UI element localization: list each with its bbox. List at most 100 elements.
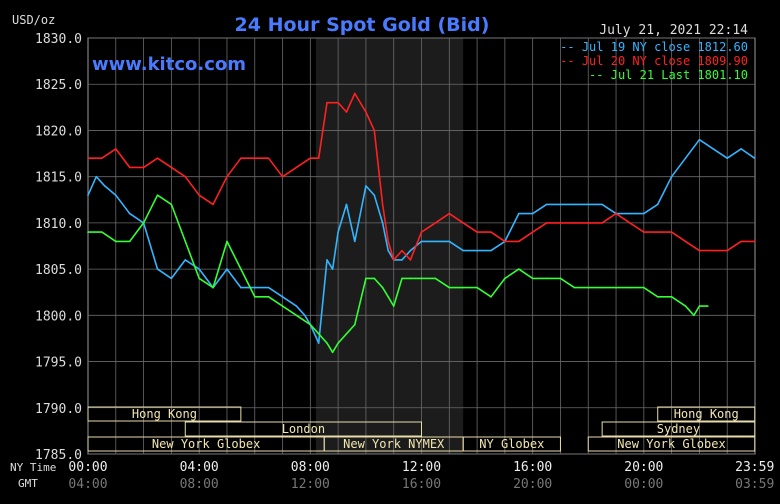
- data-point-1: [490, 249, 492, 252]
- data-point-3: [212, 286, 214, 289]
- y-tick-label: 1810.0: [35, 217, 82, 232]
- data-point-3: [114, 240, 117, 243]
- data-point-3: [331, 351, 334, 354]
- data-point-1: [476, 249, 478, 252]
- data-point-3: [337, 342, 339, 344]
- data-point-3: [101, 231, 103, 233]
- data-point-3: [142, 222, 145, 224]
- data-point-1: [317, 342, 320, 344]
- data-point-1: [409, 249, 412, 252]
- data-point-3: [373, 277, 376, 280]
- data-point-1: [184, 259, 187, 261]
- data-point-3: [573, 286, 576, 289]
- data-point-2: [601, 222, 603, 224]
- session-label: New York Globex: [152, 437, 260, 451]
- session-label: NY Globex: [479, 437, 544, 451]
- data-point-2: [615, 212, 617, 215]
- data-point-2: [559, 222, 562, 224]
- y-tick-label: 1825.0: [35, 78, 82, 93]
- data-point-3: [198, 277, 200, 280]
- data-point-1: [587, 203, 590, 206]
- x-tick-label-ny: 23:59: [735, 460, 774, 475]
- data-point-1: [726, 157, 729, 159]
- data-point-2: [504, 240, 506, 243]
- y-tick-label: 1830.0: [35, 32, 82, 47]
- data-point-1: [420, 240, 423, 243]
- data-point-2: [170, 166, 173, 169]
- data-point-2: [684, 240, 687, 243]
- x-tick-label-gmt: 12:00: [291, 477, 330, 492]
- data-point-3: [656, 296, 659, 298]
- data-point-2: [226, 175, 228, 178]
- data-point-3: [559, 277, 562, 280]
- data-point-2: [670, 231, 673, 233]
- data-point-3: [253, 296, 256, 298]
- data-point-1: [95, 175, 98, 178]
- session-label: Sydney: [657, 422, 700, 436]
- price-series: [87, 92, 756, 354]
- data-point-3: [128, 240, 131, 243]
- y-axis: 1830.0 1825.0 1820.0 1815.0 1810.0 1805.0 1800…: [35, 32, 82, 463]
- data-point-1: [684, 157, 687, 159]
- session-box: [462, 436, 561, 452]
- y-axis-unit: USD/oz: [12, 13, 55, 27]
- x-tick-label-ny: 08:00: [291, 460, 330, 475]
- y-tick-label: 1785.0: [35, 448, 82, 463]
- y-tick-label: 1790.0: [35, 402, 82, 417]
- data-point-2: [101, 157, 103, 159]
- data-point-3: [531, 277, 534, 280]
- x-tick-label-gmt: 16:00: [402, 477, 441, 492]
- data-point-2: [345, 111, 348, 113]
- legend-entry: -- Jul 21 Last 1801.10: [589, 68, 748, 82]
- session-label: New York Globex: [617, 437, 725, 451]
- data-point-3: [381, 286, 384, 289]
- session-box: [601, 421, 756, 437]
- data-point-3: [462, 286, 464, 289]
- x-tick-label-gmt: 00:00: [624, 477, 663, 492]
- data-point-1: [753, 157, 756, 159]
- x-axis: NY Time GMT 00:00 04:00 08:00 12:00 16:00 20:00…: [10, 460, 774, 492]
- x-tick-label-gmt: 08:00: [180, 477, 219, 492]
- data-point-1: [462, 249, 464, 252]
- data-point-1: [712, 148, 715, 150]
- data-point-1: [643, 212, 645, 215]
- data-point-1: [337, 231, 339, 233]
- data-point-1: [601, 203, 603, 206]
- data-point-1: [198, 268, 200, 270]
- data-point-2: [753, 240, 756, 243]
- x-tick-label-ny: 20:00: [624, 460, 663, 475]
- data-point-1: [559, 203, 562, 206]
- data-point-3: [401, 277, 403, 280]
- y-tick-label: 1800.0: [35, 309, 82, 324]
- market-sessions: Hong Kong London New York Globex New York N…: [87, 406, 756, 452]
- data-point-1: [698, 138, 701, 141]
- x-axis-ny-label: NY Time: [10, 461, 56, 474]
- data-point-3: [295, 314, 298, 317]
- data-point-2: [726, 249, 729, 252]
- legend-entry: -- Jul 19 NY close 1812.60: [560, 40, 748, 54]
- data-point-1: [531, 212, 534, 215]
- data-point-3: [156, 194, 159, 196]
- legend: -- Jul 19 NY close 1812.60-- Jul 20 NY c…: [560, 40, 748, 82]
- session-label: New York NYMEX: [343, 437, 445, 451]
- session-label: Hong Kong: [132, 407, 197, 421]
- x-tick-label-ny: 16:00: [513, 460, 552, 475]
- data-point-2: [587, 222, 590, 224]
- data-point-1: [267, 286, 270, 289]
- data-point-3: [326, 342, 328, 344]
- data-point-3: [448, 286, 451, 289]
- session-box: [587, 436, 756, 452]
- x-tick-label-ny: 00:00: [68, 460, 107, 475]
- data-point-2: [354, 92, 356, 95]
- data-point-2: [462, 222, 464, 224]
- data-point-2: [267, 157, 270, 159]
- data-point-1: [103, 185, 106, 187]
- timestamp: July 21, 2021 22:14: [599, 23, 748, 38]
- data-point-2: [573, 222, 576, 224]
- data-point-2: [156, 157, 159, 159]
- data-point-2: [629, 222, 631, 224]
- data-point-3: [545, 277, 548, 280]
- data-point-3: [309, 323, 312, 326]
- data-point-3: [587, 286, 590, 289]
